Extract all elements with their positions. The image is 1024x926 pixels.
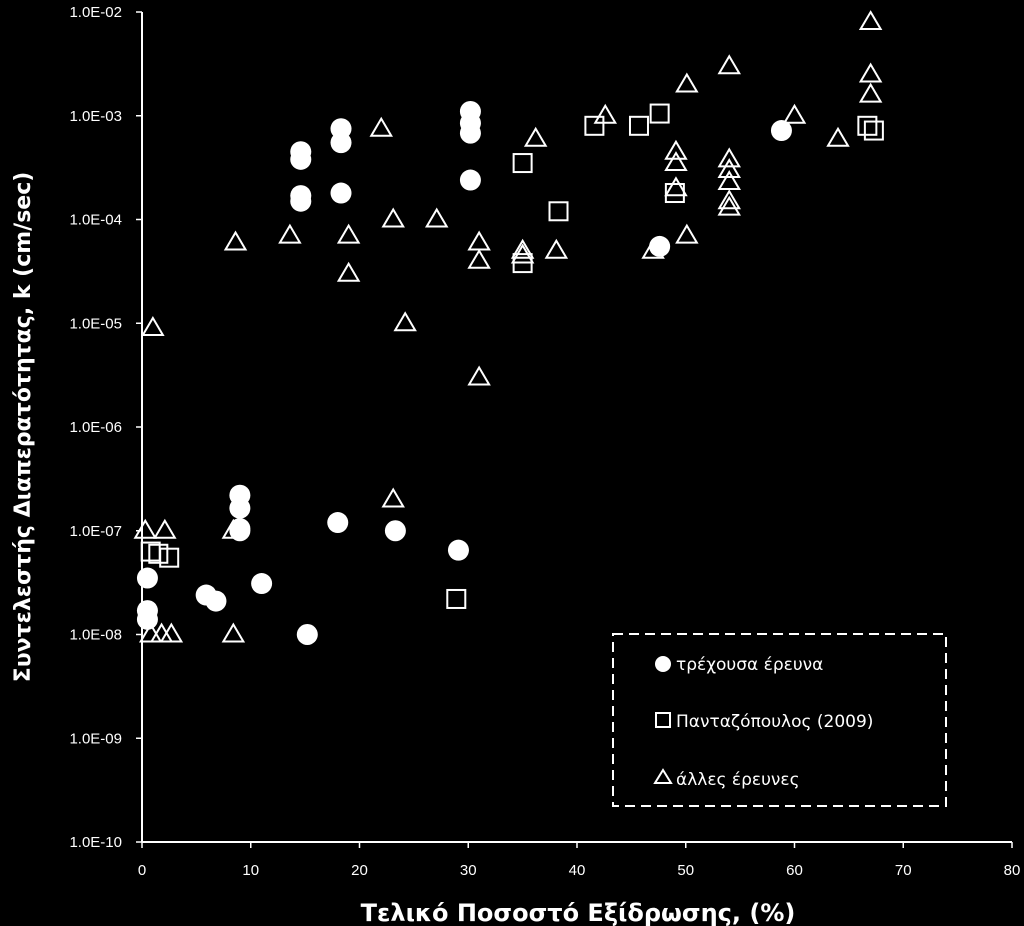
point-current-research [290,190,312,212]
point-other-research [510,238,535,259]
point-current-research [136,567,158,589]
x-tick-label: 70 [895,862,912,879]
point-other-research [782,103,807,124]
point-other-research [369,116,393,137]
point-other-research [393,311,417,332]
x-tick-label: 50 [677,862,694,879]
point-current-research [205,590,227,612]
y-tick-label: 1.0E-09 [69,730,122,747]
point-current-research [447,539,469,561]
y-tick-label: 1.0E-05 [69,315,122,332]
point-current-research [770,120,792,142]
point-other-research [675,223,699,244]
point-other-research [278,223,302,244]
y-tick-label: 1.0E-06 [69,419,122,436]
point-current-research [459,122,481,144]
point-current-research [136,608,158,630]
point-current-research [290,148,312,170]
y-tick-label: 1.0E-02 [69,4,122,21]
legend-marker-triangle [653,768,673,784]
point-current-research [251,573,273,595]
point-pantazopoulos [584,115,605,136]
point-other-research [510,243,535,264]
axes [136,11,1013,848]
legend-marker-circle [655,656,671,672]
point-current-research [229,497,251,519]
point-other-research [336,261,361,282]
point-pantazopoulos [446,588,467,609]
point-other-research [381,487,405,508]
point-pantazopoulos [857,115,878,136]
point-other-research [826,126,850,147]
point-current-research [384,520,406,542]
point-other-research [641,238,665,259]
point-current-research [330,182,352,204]
point-other-research [717,54,741,75]
point-other-research [675,72,699,93]
x-tick-label: 0 [138,862,146,879]
point-other-research [858,10,883,31]
point-other-research [717,195,741,216]
y-tick-label: 1.0E-03 [69,108,122,125]
x-tick-label: 60 [786,862,803,879]
tick-labels: 0 10 20 30 40 50 60 70 80 1.0E-10 1.0E-09 1.0E-08 1.… [69,4,1020,879]
point-other-research [593,103,618,124]
point-other-research [221,518,246,539]
point-other-research [336,223,361,244]
point-other-research [858,82,883,103]
x-tick-label: 40 [569,862,586,879]
point-other-research [717,169,741,190]
legend-box [612,633,947,807]
point-other-research [223,230,248,251]
point-other-research [153,518,177,539]
point-pantazopoulos [148,543,169,564]
x-tick-label: 30 [460,862,477,879]
point-other-research [133,518,158,539]
point-other-research [467,365,491,386]
point-pantazopoulos [649,103,670,124]
point-other-research [467,248,491,269]
point-pantazopoulos [628,115,649,136]
point-current-research [330,132,352,154]
point-other-research [664,176,688,197]
point-other-research [159,622,184,643]
point-pantazopoulos [159,547,180,568]
y-axis-title: Συντελεστής Διαπερατότητας, k (cm/sec) [11,172,36,683]
point-pantazopoulos [548,201,569,222]
x-axis-title: Τελικό Ποσοστό Εξίδρωσης, (%) [361,899,796,926]
point-other-research [858,62,883,83]
point-pantazopoulos [512,153,533,174]
point-other-research [664,139,688,160]
y-tick-label: 1.0E-04 [69,212,122,229]
point-other-research [141,316,165,336]
point-other-research [381,207,405,228]
point-other-research [664,151,688,172]
point-other-research [221,622,246,643]
y-tick-label: 1.0E-10 [69,834,122,851]
point-current-research [296,624,318,645]
x-tick-label: 20 [351,862,368,879]
point-other-research [717,158,741,178]
x-tick-label: 10 [242,862,259,879]
point-other-research [523,126,548,147]
point-current-research [459,169,481,191]
y-tick-label: 1.0E-07 [69,523,122,540]
x-tick-label: 80 [1004,862,1021,879]
y-tick-label: 1.0E-08 [69,627,122,644]
legend-label-other-research: άλλες έρευνες [676,770,800,790]
legend-label-current-research: τρέχουσα έρευνα [676,655,823,675]
legend: τρέχουσα έρευνα Πανταζόπουλος (2009) άλλ… [612,633,947,807]
data-points [133,10,884,645]
point-pantazopoulos [863,120,884,141]
legend-marker-square [655,712,671,728]
point-other-research [717,147,741,168]
point-current-research [327,512,349,534]
point-other-research [424,207,449,228]
legend-label-pantazopoulos: Πανταζόπουλος (2009) [676,712,873,732]
point-other-research [717,189,741,210]
point-other-research [544,238,569,259]
